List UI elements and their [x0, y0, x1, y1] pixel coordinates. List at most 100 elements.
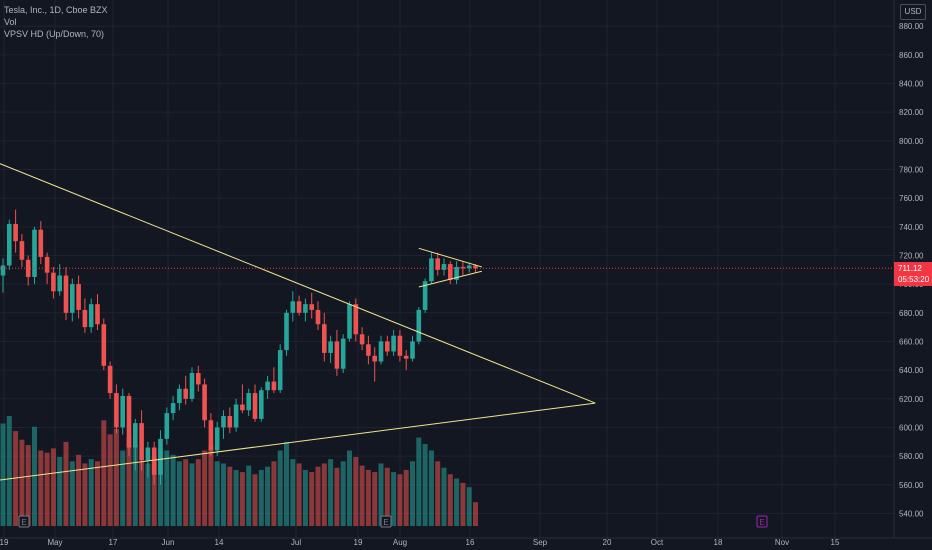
candle-body — [385, 341, 390, 352]
candle-body — [265, 381, 270, 391]
y-tick-label: 680.00 — [899, 309, 924, 318]
volume-bar — [164, 450, 170, 526]
candle-body — [0, 265, 6, 276]
volume-bar — [88, 459, 94, 526]
candle-body — [473, 265, 478, 269]
volume-bar — [309, 472, 315, 526]
volume-bar — [120, 450, 126, 526]
vpsv-indicator-label[interactable]: VPSV HD (Up/Down, 70) — [4, 29, 105, 39]
volume-bars — [0, 416, 478, 526]
y-tick-label: 820.00 — [899, 108, 924, 117]
y-tick-label: 760.00 — [899, 194, 924, 203]
candle-body — [126, 395, 132, 448]
volume-bar — [44, 452, 50, 526]
volume-bar — [353, 456, 359, 526]
volume-bar — [13, 431, 19, 526]
x-tick-label: 16 — [466, 538, 475, 547]
candle-body — [322, 324, 327, 353]
candle-body — [57, 275, 62, 292]
candle-body — [366, 344, 371, 356]
volume-indicator-label[interactable]: Vol — [4, 17, 17, 27]
candle-body — [145, 447, 151, 461]
volume-bar — [416, 437, 422, 526]
symbol-title[interactable]: Tesla, Inc., 1D, Cboe BZX — [4, 5, 108, 15]
volume-bar — [265, 466, 271, 526]
trendlines — [0, 163, 894, 481]
candle-body — [347, 304, 352, 339]
candle-body — [460, 266, 466, 269]
volume-bar — [258, 469, 264, 526]
volume-bar — [422, 444, 428, 526]
candle-body — [133, 423, 138, 448]
candle-body — [82, 309, 88, 328]
volume-bar — [365, 469, 371, 526]
candle-body — [340, 338, 346, 369]
candle-body — [32, 229, 37, 277]
volume-bar — [321, 463, 327, 526]
volume-bar — [302, 469, 308, 526]
x-tick-label: 18 — [714, 538, 723, 547]
volume-bar — [82, 463, 88, 526]
volume-bar — [139, 461, 145, 526]
candle-body — [114, 393, 119, 428]
currency-badge[interactable]: USD — [900, 4, 926, 20]
volume-bar — [19, 439, 25, 526]
candle-body — [101, 324, 107, 366]
volume-bar — [69, 461, 75, 526]
trendline-descending-resistance — [0, 163, 596, 404]
volume-bar — [145, 463, 151, 526]
candle-body — [246, 393, 251, 411]
trendline-pennant-bottom — [418, 270, 482, 288]
volume-bar — [233, 469, 239, 526]
candle-body — [189, 372, 195, 399]
volume-bar — [384, 467, 390, 526]
candle-body — [202, 384, 207, 421]
candle-body — [139, 423, 144, 461]
earnings-marker-label: E — [21, 518, 26, 527]
volume-bar — [347, 450, 352, 526]
volume-bar — [359, 465, 365, 526]
earnings-marker — [18, 515, 30, 528]
volume-bar — [428, 450, 434, 526]
candle-body — [466, 265, 472, 269]
volume-bar — [25, 445, 31, 526]
y-tick-label: 540.00 — [899, 509, 924, 518]
candle-body — [328, 341, 333, 353]
y-tick-label: 560.00 — [899, 481, 924, 490]
candle-body — [183, 388, 188, 399]
candle-body — [410, 341, 415, 359]
volume-bar — [95, 461, 100, 526]
volume-bar — [214, 461, 220, 526]
candle-body — [397, 335, 403, 356]
candle-body — [208, 420, 214, 451]
volume-bar — [378, 463, 384, 526]
candles — [0, 209, 478, 485]
candle-body — [51, 272, 56, 292]
volume-bar — [334, 467, 340, 526]
x-tick-label: May — [47, 538, 62, 547]
volume-bar — [107, 434, 113, 526]
x-tick-label: 19 — [354, 538, 363, 547]
volume-bar — [372, 472, 378, 526]
volume-bar — [195, 459, 201, 526]
volume-bar — [76, 454, 82, 526]
volume-bar — [290, 459, 296, 526]
candle-body — [309, 304, 314, 310]
volume-bar — [6, 416, 12, 526]
y-tick-label: 720.00 — [899, 251, 924, 260]
volume-bar — [403, 469, 409, 526]
y-tick-label: 620.00 — [899, 395, 924, 404]
chart-legend: Tesla, Inc., 1D, Cboe BZX Vol VPSV HD (U… — [4, 4, 108, 40]
volume-bar — [113, 428, 119, 526]
x-tick-label: Jul — [291, 538, 301, 547]
countdown-timer: 05:53:20 — [898, 275, 930, 284]
candle-body — [284, 312, 289, 351]
volume-bar — [277, 450, 283, 526]
volume-bar — [63, 441, 69, 526]
candle-body — [372, 355, 377, 362]
volume-bar — [202, 450, 208, 526]
candle-body — [76, 284, 81, 310]
